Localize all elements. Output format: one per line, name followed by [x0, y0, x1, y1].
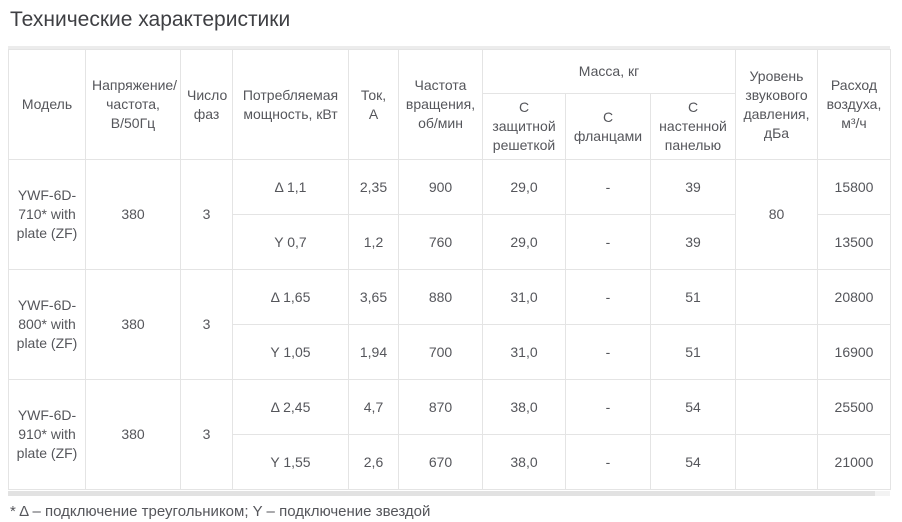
cell-phases: 3 [180, 159, 233, 271]
cell-mass-grille: 38,0 [482, 379, 566, 436]
cell-mass-flanges: - [565, 379, 651, 436]
cell-mass-grille: 29,0 [482, 214, 566, 271]
cell-mass-panel: 51 [650, 269, 736, 326]
scrollbar-thumb[interactable] [8, 491, 875, 497]
cell-current: 3,65 [348, 269, 399, 326]
cell-voltage: 380 [85, 159, 181, 271]
cell-mass-panel: 54 [650, 379, 736, 436]
cell-model: YWF-6D-710* with plate (ZF) [8, 159, 86, 271]
table-row-star: Y 0,7 1,2 760 29,0-39 13500 [9, 214, 891, 271]
cell-mass-panel: 51 [650, 324, 736, 381]
cell-speed: 760 [398, 214, 483, 271]
column-header-mass-panel: С настенной панелью [650, 93, 736, 161]
cell-phases: 3 [180, 379, 233, 491]
spec-table: Модель Напряжение/частота, В/50Гц Число … [8, 49, 891, 491]
footnote: * Δ – подключение треугольником; Y – под… [10, 503, 431, 521]
cell-mass-grille: 31,0 [482, 269, 566, 326]
cell-speed: 670 [398, 434, 483, 491]
column-header-mass-group: Масса, кг [482, 49, 736, 95]
cell-mass-grille: 38,0 [482, 434, 566, 491]
cell-power: Y 1,55 [232, 434, 349, 491]
cell-noise [735, 379, 818, 436]
cell-voltage: 380 [85, 379, 181, 491]
cell-speed: 900 [398, 159, 483, 216]
table-row-delta: YWF-6D-710* with plate (ZF) 380 3 Δ 1,1 2,35… [8, 159, 891, 271]
column-header-mass-grille: С защитной решеткой [482, 93, 566, 161]
cell-airflow: 13500 [817, 214, 891, 271]
cell-mass-grille: 29,0 [482, 159, 566, 216]
column-header-model: Модель [8, 49, 86, 161]
cell-noise [735, 434, 818, 491]
table-row-star: Y 1,55 2,6 670 38,0-54 21000 [9, 434, 891, 491]
cell-mass-flanges: - [565, 214, 651, 271]
cell-noise: 80 [735, 159, 818, 271]
cell-airflow: 21000 [817, 434, 891, 491]
column-header-speed: Частота вращения, об/мин [398, 49, 483, 161]
cell-model: YWF-6D-910* with plate (ZF) [8, 379, 86, 491]
cell-mass-flanges: - [565, 324, 651, 381]
cell-current: 1,94 [348, 324, 399, 381]
cell-phases: 3 [180, 269, 233, 381]
page-title: Технические характеристики [10, 8, 291, 31]
cell-speed: 700 [398, 324, 483, 381]
cell-mass-panel: 54 [650, 434, 736, 491]
horizontal-scrollbar[interactable] [8, 491, 890, 497]
column-header-mass-flanges: С фланцами [565, 93, 651, 161]
cell-voltage: 380 [85, 269, 181, 381]
cell-noise [735, 324, 818, 381]
column-header-current: Ток, А [348, 49, 399, 161]
cell-current: 4,7 [348, 379, 399, 436]
cell-speed: 870 [398, 379, 483, 436]
cell-current: 2,6 [348, 434, 399, 491]
cell-mass-flanges: - [565, 434, 651, 491]
cell-power: Δ 1,1 [232, 159, 349, 216]
cell-airflow: 25500 [817, 379, 891, 436]
column-header-noise: Уровень звукового давления, дБа [735, 49, 818, 161]
cell-power: Y 1,05 [232, 324, 349, 381]
table-row-delta: YWF-6D-910* with plate (ZF) 380 3 Δ 2,45 4,7… [8, 379, 891, 491]
cell-power: Δ 1,65 [232, 269, 349, 326]
spec-table-body: YWF-6D-710* with plate (ZF) 380 3 Δ 1,1 2,35… [8, 159, 891, 491]
cell-current: 1,2 [348, 214, 399, 271]
column-header-voltage: Напряжение/частота, В/50Гц [85, 49, 181, 161]
cell-mass-grille: 31,0 [482, 324, 566, 381]
cell-mass-flanges: - [565, 269, 651, 326]
cell-airflow: 20800 [817, 269, 891, 326]
spec-table-wrap: Модель Напряжение/частота, В/50Гц Число … [8, 46, 891, 491]
cell-speed: 880 [398, 269, 483, 326]
cell-model: YWF-6D-800* with plate (ZF) [8, 269, 86, 381]
spec-table-header: Модель Напряжение/частота, В/50Гц Число … [8, 49, 891, 161]
column-header-phases: Число фаз [180, 49, 233, 161]
cell-power: Δ 2,45 [232, 379, 349, 436]
cell-noise [735, 269, 818, 326]
cell-airflow: 15800 [817, 159, 891, 216]
cell-mass-panel: 39 [650, 159, 736, 216]
table-row-delta: YWF-6D-800* with plate (ZF) 380 3 Δ 1,65 3,6… [8, 269, 891, 381]
cell-current: 2,35 [348, 159, 399, 216]
cell-airflow: 16900 [817, 324, 891, 381]
cell-power: Y 0,7 [232, 214, 349, 271]
column-header-power: Потребляемая мощность, кВт [232, 49, 349, 161]
cell-mass-panel: 39 [650, 214, 736, 271]
cell-mass-flanges: - [565, 159, 651, 216]
column-header-airflow: Расход воздуха, м³/ч [817, 49, 891, 161]
